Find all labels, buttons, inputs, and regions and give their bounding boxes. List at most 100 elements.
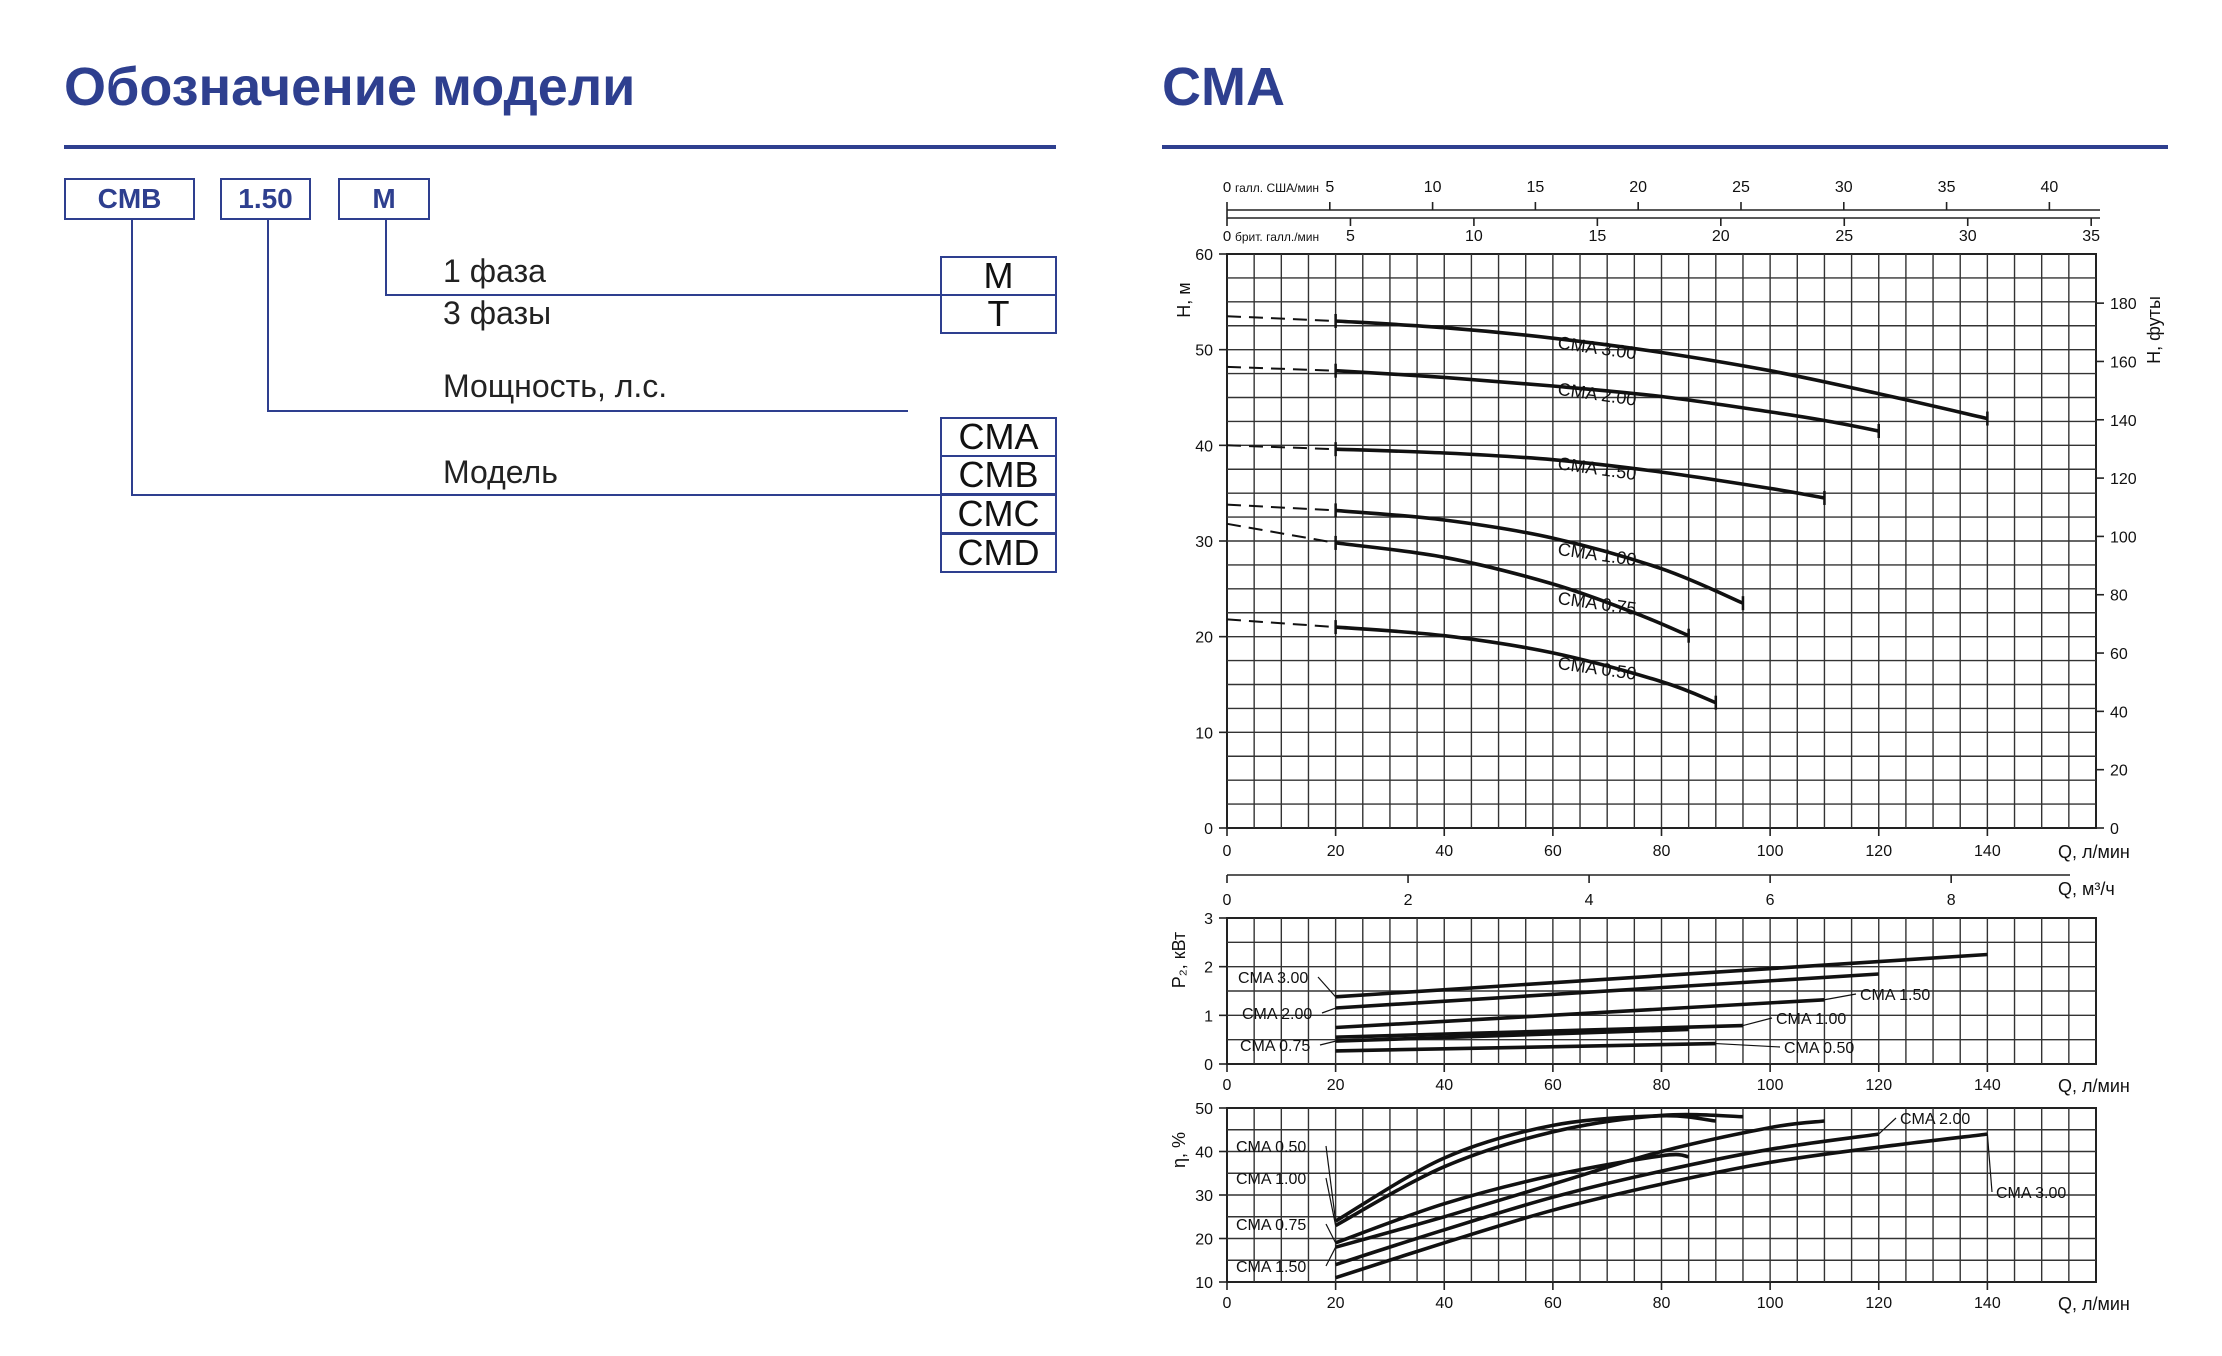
head-curve (1335, 508, 1744, 605)
head-right-tick-label: 120 (2110, 471, 2137, 488)
eff-label-leader (1878, 1117, 1897, 1135)
power-x-axis-label: Q, л/мин (2058, 1076, 2130, 1096)
eff-x-axis-label: Q, л/мин (2058, 1294, 2130, 1314)
power-label-leader (1742, 1017, 1773, 1027)
head-curve (1335, 625, 1717, 705)
head-curve-dashed (1226, 365, 1336, 372)
label-phase3: 3 фазы (443, 295, 552, 331)
head-right-tick-label: 180 (2110, 296, 2137, 313)
eff-x-tick-label: 100 (1757, 1295, 1784, 1312)
us-gallons-tick-label: 15 (1526, 179, 1544, 196)
uk-gallons-tick-label: 10 (1465, 228, 1483, 245)
code-series-box: CMB (64, 178, 195, 220)
head-y-tick-label: 40 (1195, 438, 1213, 455)
head-x-tick-label: 100 (1757, 843, 1784, 860)
head-curve (1335, 447, 1825, 500)
model-connector-h (131, 494, 941, 496)
head-y-tick-label: 0 (1204, 821, 1213, 838)
eff-curve (1335, 1119, 1825, 1249)
power-curve (1335, 972, 1879, 1010)
model-option-cmb: CMB (940, 454, 1057, 495)
head-right-tick-label: 0 (2110, 821, 2119, 838)
right-title: CMA (1162, 57, 1285, 117)
right-title-rule (1162, 145, 2168, 149)
head-right-axis-label: H, футы (2144, 296, 2164, 364)
eff-curve-label: CMA 2.00 (1900, 1111, 1970, 1128)
eff-y-tick-label: 20 (1195, 1232, 1213, 1249)
eff-curve (1335, 1132, 1880, 1267)
us-gallons-tick-label: 35 (1938, 179, 1956, 196)
us-gallons-tick-label: 20 (1629, 179, 1647, 196)
power-label-leader (1824, 993, 1857, 1001)
eff-curve (1334, 1112, 1744, 1228)
eff-label-leader (1325, 1145, 1337, 1222)
eff-x-tick-label: 80 (1653, 1295, 1671, 1312)
power-y-axis-label: P₂, кВт (1169, 932, 1189, 989)
head-curve-dashed (1226, 618, 1336, 629)
head-y-tick-label: 50 (1195, 343, 1213, 360)
head-right-tick-label: 140 (2110, 413, 2137, 430)
head-x-tick-label: 60 (1544, 843, 1562, 860)
power-label-leader (1321, 1007, 1336, 1014)
head-curve (1335, 319, 1988, 421)
eff-y-tick-label: 50 (1195, 1101, 1213, 1118)
head-y-tick-label: 30 (1195, 534, 1213, 551)
m3h-tick-label: 2 (1404, 892, 1413, 909)
head-curve-dashed (1226, 522, 1336, 544)
phase-connector-h (385, 294, 941, 296)
model-option-cmd: CMD (940, 532, 1057, 573)
eff-x-tick-label: 40 (1435, 1295, 1453, 1312)
power-label-leader (1317, 976, 1337, 998)
us-gallons-tick-label: 0 (1223, 179, 1231, 196)
head-curve-label: CMA 1.50 (1557, 453, 1638, 484)
left-title: Обозначение модели (64, 57, 636, 117)
power-curve (1335, 1041, 1716, 1053)
eff-y-tick-label: 30 (1195, 1188, 1213, 1205)
m3h-axis-label: Q, м³/ч (2058, 879, 2115, 899)
code-phase-box: M (338, 178, 430, 220)
m3h-tick-label: 4 (1585, 892, 1594, 909)
head-x-tick-label: 80 (1653, 843, 1671, 860)
power-curve (1335, 1027, 1689, 1043)
head-right-tick-label: 80 (2110, 588, 2128, 605)
power-curve-label: CMA 1.00 (1776, 1011, 1846, 1028)
head-x-tick-label: 0 (1223, 843, 1232, 860)
eff-curve-label: CMA 3.00 (1996, 1185, 2066, 1202)
uk-gallons-tick-label: 5 (1346, 228, 1355, 245)
eff-curve-label: CMA 1.50 (1236, 1259, 1306, 1276)
power-curve-label: CMA 1.50 (1860, 987, 1930, 1004)
power-x-tick-label: 0 (1223, 1077, 1232, 1094)
power-y-tick-label: 1 (1204, 1008, 1213, 1025)
label-power: Мощность, л.с. (443, 368, 668, 404)
power-x-tick-label: 60 (1544, 1077, 1562, 1094)
eff-label-leader (1325, 1246, 1337, 1267)
uk-gallons-tick-label: 25 (1835, 228, 1853, 245)
eff-x-tick-label: 0 (1223, 1295, 1232, 1312)
power-x-tick-label: 40 (1435, 1077, 1453, 1094)
uk-gallons-tick-label: 20 (1712, 228, 1730, 245)
us-gallons-tick-label: 5 (1325, 179, 1334, 196)
us-gallons-tick-label: 40 (2040, 179, 2058, 196)
uk-gallons-tick-label: 30 (1959, 228, 1977, 245)
left-title-rule (64, 145, 1056, 149)
label-phase1: 1 фаза (443, 253, 546, 289)
eff-curve (1334, 1152, 1689, 1245)
m3h-tick-label: 8 (1947, 892, 1956, 909)
power-label-leader (1319, 1040, 1336, 1046)
power-label-leader (1715, 1042, 1781, 1048)
eff-curve-label: CMA 0.75 (1236, 1217, 1306, 1234)
power-curve-label: CMA 0.75 (1240, 1038, 1310, 1055)
power-curve (1335, 998, 1825, 1030)
head-x-axis-label: Q, л/мин (2058, 842, 2130, 862)
head-curve-dashed (1226, 315, 1336, 322)
eff-label-leader (1325, 1223, 1337, 1244)
power-x-tick-label: 120 (1865, 1077, 1892, 1094)
eff-label-leader (1325, 1177, 1337, 1226)
head-curve-label: CMA 0.75 (1557, 588, 1638, 619)
us-gallons-tick-label: 25 (1732, 179, 1750, 196)
uk-gallons-axis-label: брит. галл./мин (1235, 230, 1319, 244)
head-y-tick-label: 20 (1195, 630, 1213, 647)
us-gallons-axis-label: галл. США/мин (1235, 181, 1319, 195)
eff-y-tick-label: 40 (1195, 1145, 1213, 1162)
power-x-tick-label: 100 (1757, 1077, 1784, 1094)
